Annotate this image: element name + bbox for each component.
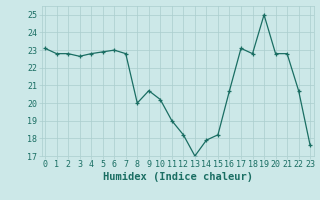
- X-axis label: Humidex (Indice chaleur): Humidex (Indice chaleur): [103, 172, 252, 182]
